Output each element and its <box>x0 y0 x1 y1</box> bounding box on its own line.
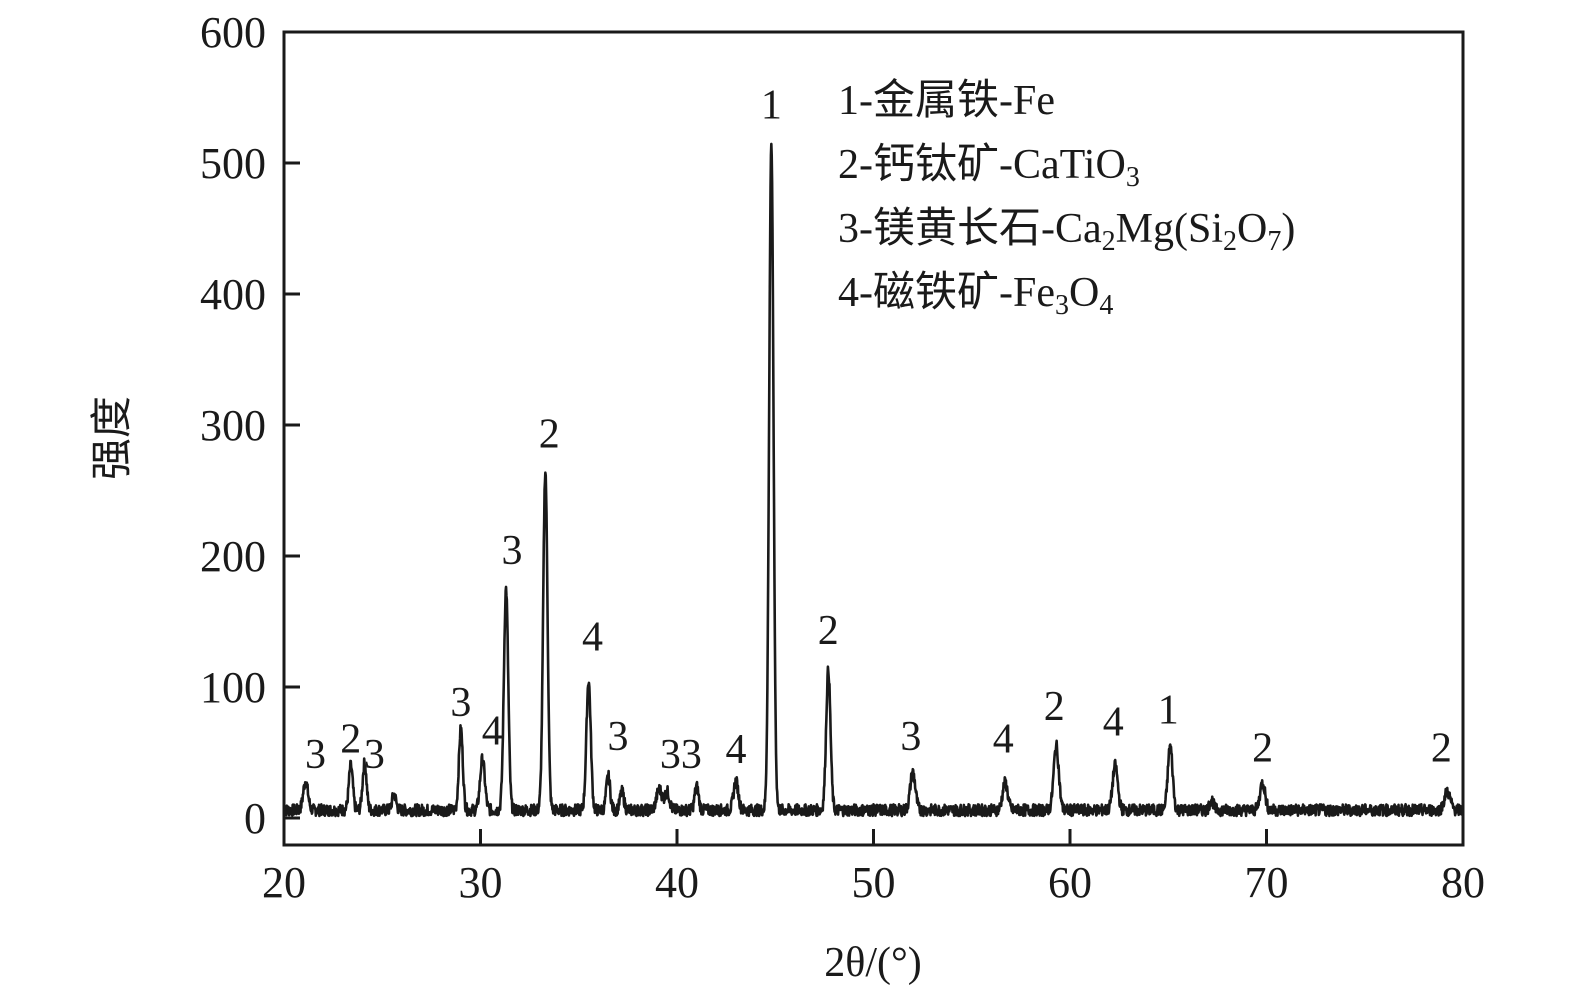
legend-entry: 1-金属铁-Fe <box>838 77 1055 124</box>
peak-label: 3 <box>364 732 385 778</box>
y-tick-label: 100 <box>200 663 266 712</box>
y-tick-label: 200 <box>200 532 266 581</box>
peak-label: 2 <box>1044 684 1065 730</box>
peak-label: 2 <box>1252 726 1273 772</box>
y-tick-label: 400 <box>200 270 266 319</box>
peak-label: 2 <box>539 411 560 457</box>
peak-label: 3 <box>305 732 326 778</box>
x-tick-label: 40 <box>655 858 699 907</box>
peak-label: 4 <box>1103 699 1124 745</box>
x-tick-label: 20 <box>262 858 306 907</box>
x-tick-label: 70 <box>1245 858 1289 907</box>
y-axis-title: 强度 <box>87 396 136 480</box>
peak-label: 2 <box>340 717 361 763</box>
x-axis-title: 2θ/(°) <box>824 940 922 986</box>
y-tick-label: 500 <box>200 139 266 188</box>
peak-label: 3 <box>501 528 522 574</box>
legend: 1-金属铁-Fe 2-钙钛矿-CaTiO3 3-镁黄长石-Ca2Mg(Si2O7) 4… <box>838 77 1295 321</box>
x-axis: 20 30 40 50 60 70 80 <box>262 829 1485 907</box>
x-tick-label: 80 <box>1441 858 1485 907</box>
y-tick-label: 300 <box>200 401 266 450</box>
peak-label: 1 <box>761 82 782 128</box>
peak-label: 1 <box>1158 688 1179 734</box>
x-tick-label: 50 <box>852 858 896 907</box>
diffraction-pattern-line <box>282 142 1465 818</box>
legend-entry: 4-磁铁矿-Fe3O4 <box>838 270 1113 321</box>
peak-label: 3 <box>608 714 629 760</box>
peak-label: 2 <box>818 608 839 654</box>
peak-label: 4 <box>582 614 603 660</box>
peak-label: 3 <box>450 680 471 726</box>
y-tick-label: 0 <box>244 794 266 843</box>
legend-entry: 3-镁黄长石-Ca2Mg(Si2O7) <box>838 206 1295 257</box>
legend-entry: 2-钙钛矿-CaTiO3 <box>838 142 1140 193</box>
x-tick-label: 30 <box>459 858 503 907</box>
peak-label: 33 <box>660 732 702 778</box>
peak-label: 3 <box>900 714 921 760</box>
x-tick-label: 60 <box>1048 858 1092 907</box>
peak-label: 4 <box>725 727 746 773</box>
peak-label: 4 <box>482 709 503 755</box>
peak-label: 2 <box>1431 726 1452 772</box>
y-tick-label: 600 <box>200 8 266 57</box>
y-axis: 0 100 200 300 400 500 600 <box>200 8 300 843</box>
peak-label: 4 <box>993 717 1014 763</box>
